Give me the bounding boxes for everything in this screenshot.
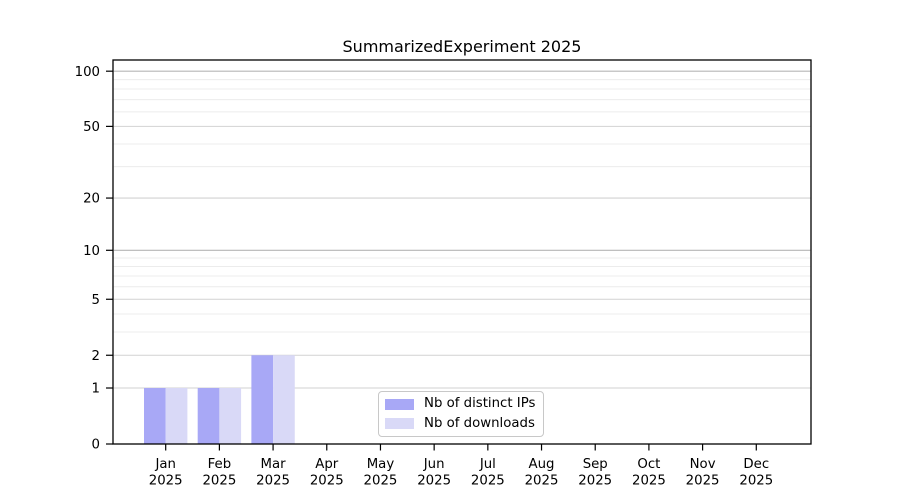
x-tick-label-month: Jan <box>154 457 176 472</box>
x-tick-label-year: 2025 <box>417 474 451 489</box>
bar <box>197 388 220 444</box>
x-tick-label-year: 2025 <box>202 474 236 489</box>
legend-item-distinct-ips: Nb of distinct IPs <box>385 396 535 412</box>
y-tick-label: 2 <box>92 349 100 364</box>
y-tick-label: 5 <box>92 293 100 308</box>
legend-swatch-downloads <box>385 418 414 430</box>
x-tick-label-year: 2025 <box>578 474 612 489</box>
y-tick-label: 1 <box>92 382 100 397</box>
x-tick-label-month: Oct <box>637 457 660 472</box>
x-tick-label-year: 2025 <box>739 474 773 489</box>
legend-label-downloads: Nb of downloads <box>424 416 535 431</box>
x-tick-label-month: Apr <box>315 457 339 472</box>
plot-frame <box>112 59 812 445</box>
x-tick-label-month: Nov <box>690 457 716 472</box>
minor-gridlines <box>113 79 811 333</box>
legend: Nb of distinct IPs Nb of downloads <box>378 391 544 437</box>
x-tick-label-year: 2025 <box>310 474 344 489</box>
y-tick-label: 50 <box>83 120 100 135</box>
legend-swatch-distinct-ips <box>385 398 414 410</box>
x-tick-label-month: May <box>367 457 395 472</box>
y-tick-label: 0 <box>92 438 100 453</box>
x-tick-labels: Jan 2025 Feb 2025 Mar 2025 Apr 2025 May 2025 Jun 20… <box>149 457 773 489</box>
x-tick-label-month: Jun <box>423 457 445 472</box>
x-tick-label-month: Jul <box>479 457 496 472</box>
x-tick-label-year: 2025 <box>149 474 183 489</box>
x-tick-label-month: Aug <box>529 457 555 472</box>
y-tick-label: 20 <box>83 192 100 207</box>
x-tick-label-year: 2025 <box>364 474 398 489</box>
x-tick-label-year: 2025 <box>256 474 290 489</box>
y-tick-label: 10 <box>83 244 100 259</box>
x-tick-label-year: 2025 <box>525 474 559 489</box>
x-tick-label-month: Feb <box>208 457 232 472</box>
y-tick-label: 100 <box>75 65 100 80</box>
bar <box>273 355 295 444</box>
x-tick-label-month: Sep <box>583 457 608 472</box>
x-tick-label-year: 2025 <box>632 474 666 489</box>
bar <box>219 388 242 444</box>
x-tick-label-month: Mar <box>261 457 287 472</box>
x-tick-label-year: 2025 <box>686 474 720 489</box>
bar <box>251 355 274 444</box>
axis-ticks <box>106 70 757 451</box>
bar <box>165 388 188 444</box>
major-gridlines <box>113 70 811 389</box>
bar <box>144 388 166 444</box>
x-tick-label-month: Dec <box>743 457 769 472</box>
y-tick-labels: 0 1 2 5 10 20 50 100 <box>75 65 100 453</box>
x-tick-label-year: 2025 <box>471 474 505 489</box>
chart-title: SummarizedExperiment 2025 <box>342 37 582 56</box>
bars <box>144 355 295 444</box>
legend-label-distinct-ips: Nb of distinct IPs <box>424 396 536 412</box>
legend-item-downloads: Nb of downloads <box>385 416 535 432</box>
